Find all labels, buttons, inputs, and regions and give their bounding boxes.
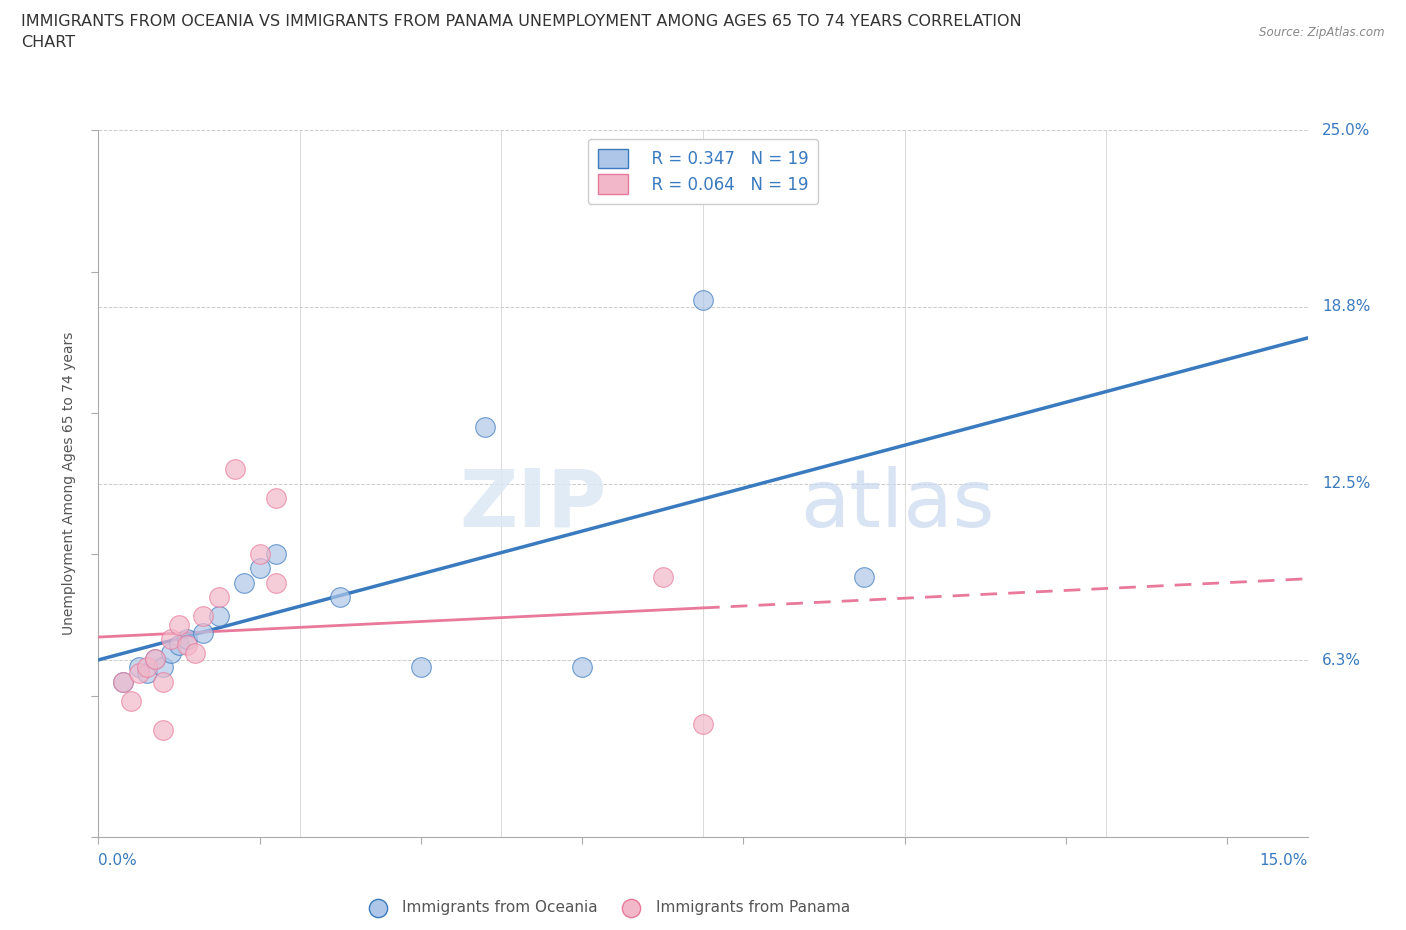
Point <box>135 660 157 675</box>
Point <box>249 547 271 562</box>
Point <box>208 609 231 624</box>
Point <box>249 561 271 576</box>
Text: 0.0%: 0.0% <box>98 853 138 868</box>
Point <box>193 609 215 624</box>
Text: CHART: CHART <box>21 35 75 50</box>
Text: IMMIGRANTS FROM OCEANIA VS IMMIGRANTS FROM PANAMA UNEMPLOYMENT AMONG AGES 65 TO : IMMIGRANTS FROM OCEANIA VS IMMIGRANTS FR… <box>21 14 1022 29</box>
Point <box>264 490 287 505</box>
Point <box>167 637 190 652</box>
Point <box>208 590 231 604</box>
Point <box>264 547 287 562</box>
Point <box>111 674 134 689</box>
Text: 6.3%: 6.3% <box>1322 653 1361 668</box>
Point <box>329 590 352 604</box>
Point <box>571 660 593 675</box>
Point <box>176 637 198 652</box>
Point <box>111 674 134 689</box>
Legend: Immigrants from Oceania, Immigrants from Panama: Immigrants from Oceania, Immigrants from… <box>356 894 856 922</box>
Text: 25.0%: 25.0% <box>1322 123 1371 138</box>
Text: 15.0%: 15.0% <box>1260 853 1308 868</box>
Text: atlas: atlas <box>800 466 994 544</box>
Point <box>651 569 673 584</box>
Text: ZIP: ZIP <box>458 466 606 544</box>
Point <box>152 722 174 737</box>
Point <box>167 618 190 632</box>
Point <box>128 666 150 681</box>
Point <box>184 645 207 660</box>
Point <box>143 651 166 666</box>
Text: Source: ZipAtlas.com: Source: ZipAtlas.com <box>1260 26 1385 39</box>
Point <box>224 462 246 477</box>
Point <box>143 651 166 666</box>
Point <box>193 626 215 641</box>
Point <box>120 694 142 709</box>
Point <box>160 631 183 646</box>
Point <box>135 666 157 681</box>
Point <box>160 645 183 660</box>
Y-axis label: Unemployment Among Ages 65 to 74 years: Unemployment Among Ages 65 to 74 years <box>62 332 76 635</box>
Text: 18.8%: 18.8% <box>1322 299 1371 314</box>
Point <box>692 716 714 731</box>
Point <box>152 660 174 675</box>
Point <box>232 575 254 590</box>
Point <box>152 674 174 689</box>
Point <box>853 569 876 584</box>
Point <box>409 660 432 675</box>
Point <box>264 575 287 590</box>
Point <box>176 631 198 646</box>
Point <box>474 419 496 434</box>
Point <box>128 660 150 675</box>
Text: 12.5%: 12.5% <box>1322 476 1371 491</box>
Point <box>692 292 714 307</box>
